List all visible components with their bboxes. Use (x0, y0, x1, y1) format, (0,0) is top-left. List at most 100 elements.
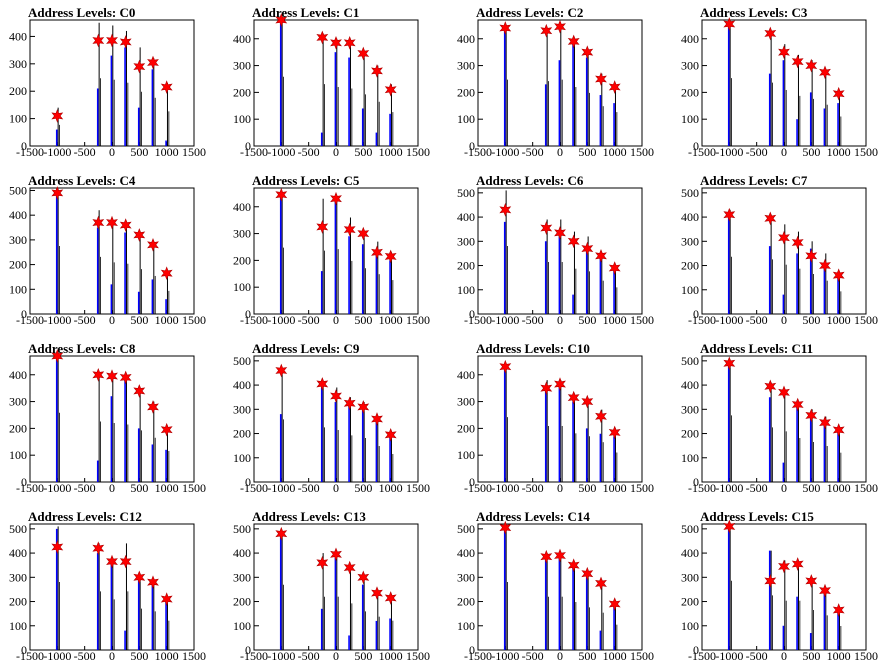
y-tick-label: 100 (9, 282, 27, 296)
x-tick-label: 0 (781, 313, 787, 327)
peak-marker (119, 218, 132, 232)
x-tick-label: -1000 (715, 481, 743, 495)
y-tick-label: 200 (457, 595, 475, 609)
peak-marker (764, 26, 777, 41)
x-tick-label: 0 (333, 481, 339, 495)
peak-marker (147, 400, 159, 414)
x-tick-label: 1000 (155, 145, 179, 159)
y-tick-label: 100 (457, 283, 475, 297)
peak-marker (119, 554, 132, 569)
x-tick-label: 1000 (603, 649, 627, 663)
peak-marker (540, 23, 553, 38)
x-tick-label: 500 (578, 481, 596, 495)
x-tick-label: -1500 (240, 313, 268, 327)
peak-marker (106, 554, 118, 569)
x-tick-label: -1500 (240, 481, 268, 495)
x-tick-label: -500 (298, 481, 320, 495)
peak-marker (723, 207, 736, 222)
x-tick-label: 0 (109, 481, 115, 495)
peak-marker (595, 72, 607, 86)
x-tick-label: -1000 (43, 649, 71, 663)
x-tick-label: 1500 (630, 145, 654, 159)
x-tick-label: -500 (522, 313, 544, 327)
peak-marker (608, 597, 621, 611)
x-tick-label: 1500 (406, 145, 430, 159)
x-tick-label: 0 (333, 649, 339, 663)
x-tick-label: 1500 (182, 481, 206, 495)
x-tick-label: 500 (354, 649, 372, 663)
peak-marker (567, 558, 580, 573)
peak-marker (581, 566, 594, 581)
peak-marker (499, 520, 512, 535)
peak-marker (330, 35, 342, 50)
peak-marker (608, 425, 621, 440)
y-tick-label: 300 (9, 395, 27, 409)
x-tick-label: 0 (333, 313, 339, 327)
x-tick-label: -1000 (267, 145, 295, 159)
peak-marker (51, 540, 64, 554)
peak-marker (832, 423, 845, 437)
peak-marker (723, 17, 736, 31)
panel-title: Address Levels: C15 (700, 509, 814, 524)
x-tick-label: -500 (74, 313, 96, 327)
y-tick-label: 300 (9, 57, 27, 71)
x-tick-label: -500 (746, 649, 768, 663)
y-tick-label: 200 (233, 253, 251, 267)
x-tick-label: 0 (781, 145, 787, 159)
x-tick-label: 0 (781, 481, 787, 495)
x-tick-label: 1000 (379, 313, 403, 327)
y-tick-label: 400 (9, 29, 27, 43)
peak-marker (316, 377, 329, 391)
y-tick-label: 200 (457, 421, 475, 435)
peak-marker (554, 225, 566, 240)
x-tick-label: -1000 (267, 649, 295, 663)
x-tick-label: 1500 (854, 145, 878, 159)
peak-marker (723, 519, 736, 534)
panel-title: Address Levels: C7 (700, 173, 808, 188)
panel-title: Address Levels: C9 (252, 341, 360, 356)
peak-marker (608, 80, 621, 94)
peak-marker (819, 415, 831, 430)
peak-marker (764, 211, 777, 226)
peak-marker (330, 547, 342, 562)
y-tick-label: 100 (681, 112, 699, 126)
y-tick-label: 400 (681, 210, 699, 224)
peak-marker (805, 58, 818, 73)
x-tick-label: -500 (74, 649, 96, 663)
x-tick-label: -1500 (688, 145, 716, 159)
peak-marker (133, 228, 146, 242)
x-tick-label: 1000 (155, 649, 179, 663)
x-tick-label: -1000 (715, 649, 743, 663)
peak-marker (357, 570, 370, 585)
y-tick-label: 200 (457, 259, 475, 273)
y-tick-label: 500 (681, 522, 699, 536)
x-tick-label: 500 (802, 145, 820, 159)
y-tick-label: 300 (233, 402, 251, 416)
x-tick-label: 1000 (603, 145, 627, 159)
peak-marker (764, 574, 777, 588)
peak-marker (595, 409, 607, 424)
y-tick-label: 100 (457, 448, 475, 462)
x-tick-label: 0 (109, 649, 115, 663)
peak-marker (499, 359, 512, 374)
panel-title: Address Levels: C5 (252, 173, 360, 188)
panel-4: Address Levels: C40100200300400500-1500-… (9, 173, 206, 327)
peak-marker (316, 30, 329, 45)
y-tick-label: 200 (233, 595, 251, 609)
peak-marker (371, 586, 383, 600)
x-tick-label: 0 (781, 649, 787, 663)
x-tick-label: -1000 (491, 649, 519, 663)
panel-13: Address Levels: C13 0 100 200 300 400 500 -1500… (233, 509, 430, 663)
x-tick-label: 500 (578, 145, 596, 159)
peak-marker (819, 258, 831, 273)
peak-marker (330, 389, 342, 403)
y-tick-label: 400 (681, 378, 699, 392)
y-tick-label: 0 (693, 307, 699, 321)
panel-title: Address Levels: C4 (28, 173, 136, 188)
panel-14: Address Levels: C14 0 100 200 300 400 500 -1500… (457, 509, 654, 663)
x-tick-label: 1000 (155, 313, 179, 327)
y-tick-label: 200 (681, 427, 699, 441)
y-tick-label: 400 (233, 546, 251, 560)
y-tick-label: 200 (457, 85, 475, 99)
